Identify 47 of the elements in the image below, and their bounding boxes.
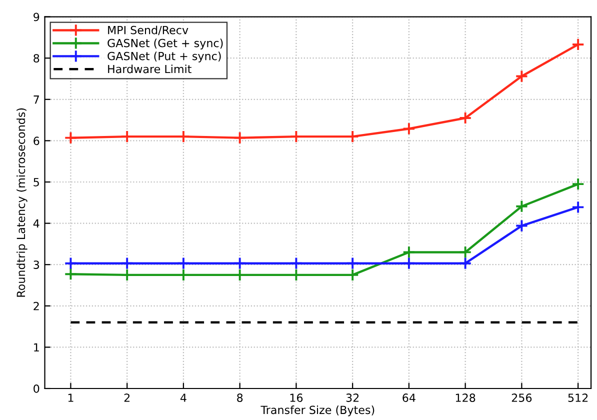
x-tick-label: 256 [512,394,532,402]
legend-label: MPI Send/Recv [108,26,188,36]
x-tick-label: 32 [346,394,359,402]
point [64,268,78,281]
point [402,256,416,270]
point [572,200,585,214]
point [64,131,78,144]
legend-label: GASNet (Put + sync) [108,52,221,62]
point [346,256,360,270]
point [572,38,585,51]
x-tick-label: 2 [124,394,130,402]
x-tick-label: 512 [568,394,588,402]
y-tick-label: 1 [34,343,39,352]
point [458,256,472,270]
point [402,122,416,136]
y-tick-label: 4 [33,219,40,228]
x-tick-label: 1 [68,394,74,402]
point [64,256,78,270]
legend-label: GASNet (Get + sync) [108,38,223,50]
x-tick-label: 64 [402,394,416,402]
point [402,246,416,259]
y-tick-label: 8 [34,54,40,62]
y-tick-label: 9 [34,12,40,22]
point [120,256,134,270]
point [515,200,528,213]
y-axis-title: Roundtrip Latency (microseconds) [16,108,28,297]
point [233,131,246,144]
x-axis-title: Transfer Size (Bytes) [260,406,374,416]
y-tick-label: 7 [34,96,39,104]
x-tick-label: 128 [456,394,476,402]
point [515,70,528,83]
point [515,219,528,232]
x-tick-label: 16 [290,394,303,402]
y-tick-label: 6 [34,136,40,146]
y-tick-label: 3 [34,260,40,269]
point [458,246,472,259]
point [458,111,472,125]
y-tick-label: 2 [34,302,39,310]
legend-label: Hardware Limit [108,64,192,74]
point [290,256,303,270]
y-tick-label: 5 [34,178,39,186]
point [572,178,585,191]
x-tick-label: 4 [180,394,186,402]
point [233,256,246,270]
point [176,256,190,270]
y-tick-label: 0 [34,384,40,393]
x-tick-label: 8 [237,394,243,402]
